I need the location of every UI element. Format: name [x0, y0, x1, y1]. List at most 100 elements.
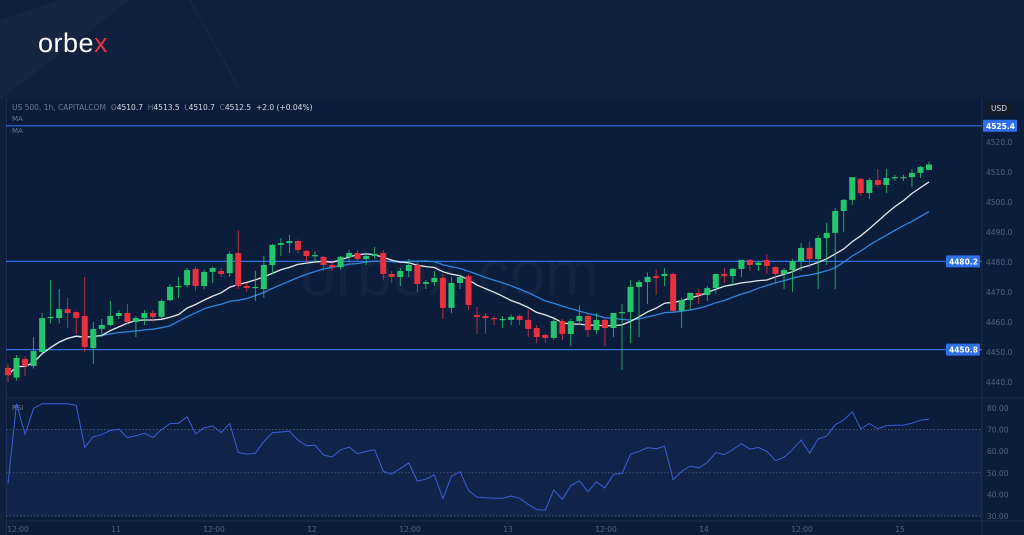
candle-down [64, 309, 71, 313]
candle-up [661, 274, 668, 277]
candle-up [678, 300, 685, 311]
price-tick-label: 4440.0 [986, 378, 1012, 387]
rsi-indicator-label[interactable]: RSI [12, 404, 24, 412]
candle-up [277, 243, 284, 245]
time-tick-label: 12:00 [7, 525, 29, 534]
candle-down [474, 315, 481, 317]
candle-up [687, 292, 694, 301]
price-tick-label: 4490.0 [986, 228, 1012, 237]
candle-up [917, 166, 924, 173]
candle-up [926, 164, 932, 170]
candle-up [56, 309, 63, 319]
price-tick-label: 4500.0 [986, 198, 1012, 207]
candle-down [320, 256, 327, 265]
open-value: 4510.7 [116, 103, 143, 112]
candle-up [312, 255, 318, 257]
candle-up [132, 318, 139, 322]
candle-up [252, 286, 259, 289]
candle-down [746, 259, 753, 265]
high-value: 4513.5 [153, 103, 180, 112]
symbol-label: US 500, 1h, CAPITALCOM [12, 103, 107, 112]
candle-up [883, 178, 890, 185]
candle-down [73, 312, 80, 319]
candle-up [866, 180, 873, 193]
candle-up [900, 177, 907, 179]
candle-up [13, 358, 20, 378]
currency-button[interactable]: USD [985, 102, 1013, 115]
time-tick-label: 12 [307, 525, 317, 534]
candle-up [755, 262, 762, 265]
candle-up [39, 318, 46, 352]
level-price-label: 4525.4 [986, 122, 1015, 131]
ma-indicator-label[interactable]: MA [12, 127, 23, 135]
candle-down [721, 274, 728, 277]
candle-down [22, 358, 29, 367]
candle-down [414, 265, 421, 284]
candle-down [81, 316, 88, 347]
candle-up [849, 177, 856, 200]
level-price-badge [983, 119, 1017, 132]
candle-down [294, 241, 301, 250]
candle-up [346, 253, 353, 257]
rsi-line [7, 403, 930, 511]
candle-down [772, 267, 779, 274]
rsi-tick-label: 70.00 [987, 426, 1009, 435]
candle-up [789, 261, 796, 271]
candle-up [115, 313, 122, 316]
price-tick-label: 4520.0 [986, 138, 1012, 147]
candle-down [695, 292, 702, 295]
candle-up [448, 283, 455, 308]
price-tick-label: 4450.0 [986, 348, 1012, 357]
candle-down [380, 253, 387, 274]
candle-up [286, 241, 293, 244]
candle-down [542, 334, 549, 338]
candle-up [158, 301, 165, 317]
time-tick-label: 11 [111, 525, 121, 534]
candle-up [422, 282, 429, 284]
time-tick-label: 12:00 [595, 525, 617, 534]
rsi-tick-label: 60.00 [987, 447, 1009, 456]
candle-up [636, 282, 643, 287]
time-tick-label: 12:00 [399, 525, 421, 534]
candle-down [584, 316, 591, 331]
candle-down [653, 276, 660, 278]
ma-indicator-label[interactable]: MA [12, 115, 23, 123]
rsi-tick-label: 80.00 [987, 404, 1009, 413]
candle-up [363, 256, 370, 259]
rsi-tick-label: 30.00 [987, 512, 1009, 521]
candle-down [329, 265, 336, 268]
level-price-label: 4450.8 [949, 346, 978, 355]
candle-up [908, 172, 915, 178]
price-tick-label: 4460.0 [986, 318, 1012, 327]
candle-up [840, 199, 847, 211]
candle-up [798, 247, 805, 262]
candle-down [124, 313, 131, 322]
candle-up [260, 265, 267, 289]
candle-up [167, 286, 174, 301]
rsi-tick-label: 40.00 [987, 490, 1009, 499]
level-price-label: 4480.2 [949, 257, 978, 266]
candle-up [576, 316, 583, 322]
candle-down [763, 259, 770, 266]
candle-up [269, 244, 276, 265]
candle-down [516, 316, 523, 320]
candle-up [226, 253, 233, 274]
candle-down [525, 319, 532, 329]
time-tick-label: 12:00 [791, 525, 813, 534]
orbex-logo[interactable]: orbex [38, 28, 109, 58]
candle-up [499, 319, 506, 321]
candle-down [670, 274, 677, 311]
candle-up [209, 268, 216, 272]
candle-down [491, 318, 498, 320]
candle-down [806, 247, 813, 259]
candle-up [90, 328, 97, 349]
candle-up [337, 256, 344, 268]
candle-up [891, 177, 898, 179]
candle-down [388, 274, 395, 277]
candle-down [192, 268, 199, 286]
candle-down [303, 250, 310, 256]
candle-up [141, 313, 148, 319]
candle-up [508, 316, 515, 320]
candle-down [874, 180, 881, 185]
